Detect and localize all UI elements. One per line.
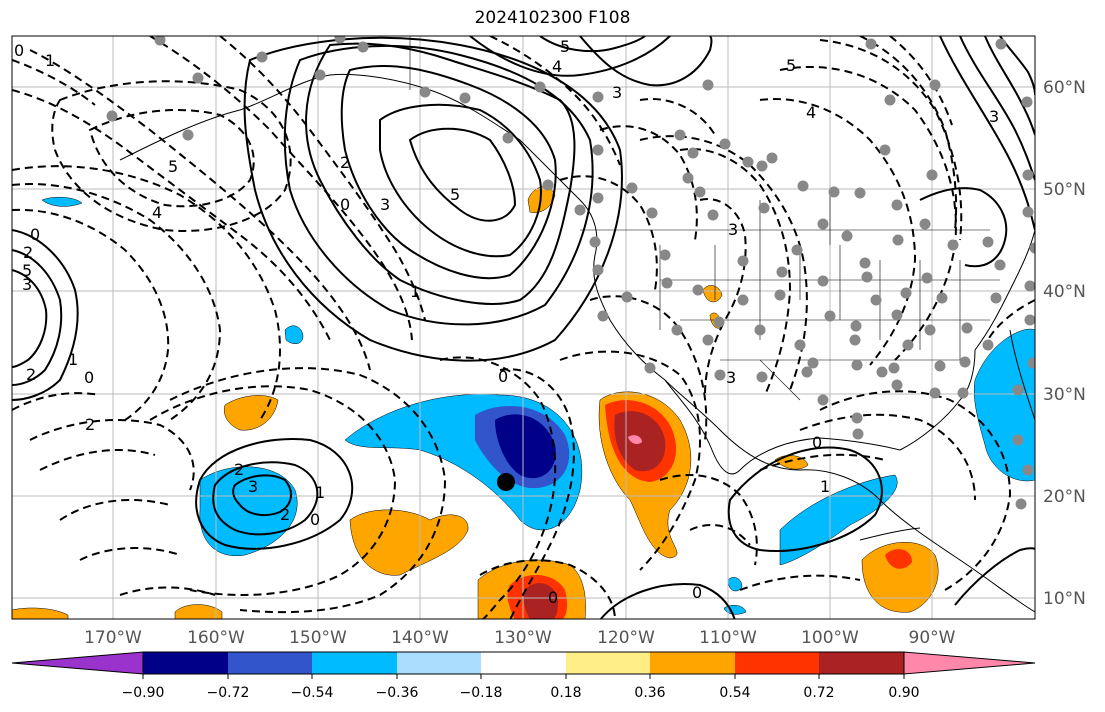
contour-label: 4 <box>152 203 162 222</box>
contour-label: 4 <box>806 103 816 122</box>
storm-center-marker <box>497 473 515 491</box>
colorbar-tick-label: 0.90 <box>888 685 919 701</box>
contour-label: 5 <box>168 157 178 176</box>
longitude-label: 150°W <box>289 628 347 648</box>
colorbar-tick-label: −0.72 <box>207 685 250 701</box>
colorbar-tick-label: −0.36 <box>376 685 419 701</box>
colorbar-tick-label: 0.54 <box>719 685 750 701</box>
contour-label: 0 <box>30 225 40 244</box>
latitude-label: 50°N <box>1043 180 1086 200</box>
longitude-label: 90°W <box>909 628 956 648</box>
colorbar-swatch <box>397 652 482 674</box>
longitude-axis: 170°W 160°W 150°W 140°W 130°W 120°W 110°… <box>84 628 956 648</box>
contour-label: 5 <box>22 261 32 280</box>
colorbar-swatch <box>481 652 566 674</box>
latitude-label: 20°N <box>1043 487 1086 507</box>
positive-anomaly-sw-corner <box>12 607 69 619</box>
station-markers <box>106 36 1035 510</box>
colorbar-swatch <box>735 652 820 674</box>
positive-contours <box>12 36 1035 619</box>
contour-label: 0 <box>84 368 94 387</box>
contour-label: 3 <box>989 107 999 126</box>
negative-anomaly-small-2 <box>41 196 83 207</box>
contour-label: 1 <box>45 51 55 70</box>
contour-label: 2 <box>340 153 350 172</box>
colorbar-frame <box>142 651 905 675</box>
contour-label: 3 <box>248 477 258 496</box>
contour-label: 1 <box>410 282 420 301</box>
colorbar-swatch <box>650 652 735 674</box>
contour-label: 5 <box>560 37 570 56</box>
contour-label: 3 <box>728 220 738 239</box>
longitude-label: 110°W <box>699 628 757 648</box>
contour-label: 2 <box>234 460 244 479</box>
colorbar-swatch <box>566 652 651 674</box>
contour-label: 1 <box>315 483 325 502</box>
colorbar-tick-label: 0.18 <box>550 685 581 701</box>
contour-label: 0 <box>548 588 558 607</box>
positive-anomaly-baja-peak <box>628 435 642 445</box>
colorbar-tick-label: 0.36 <box>634 685 665 701</box>
colorbar-swatch <box>228 652 313 674</box>
colorbar-swatch <box>819 652 904 674</box>
positive-anomaly-central <box>349 509 469 576</box>
contour-label: 3 <box>22 275 32 294</box>
longitude-label: 170°W <box>84 628 142 648</box>
contour-label: 0 <box>310 510 320 529</box>
map-frame <box>11 35 1036 620</box>
contour-label: 2 <box>280 505 290 524</box>
latitude-label: 30°N <box>1043 385 1086 405</box>
contour-label: 3 <box>726 368 736 387</box>
positive-anomaly-south-peak <box>523 583 558 619</box>
contour-label: 4 <box>552 57 562 76</box>
contour-label-group: 0 1 5 4 5 3 3 2 0 5 4 3 2 0 1 0 5 3 2 2 … <box>14 37 999 607</box>
contour-label: 1 <box>68 350 78 369</box>
contour-label: 3 <box>612 83 622 102</box>
longitude-label: 160°W <box>187 628 245 648</box>
contour-label: 0 <box>498 367 508 386</box>
colorbar-tick-label: −0.90 <box>122 685 165 701</box>
colorbar-extend-high <box>903 651 1036 675</box>
colorbar-tick-label: 0.72 <box>803 685 834 701</box>
colorbar-extend-low <box>11 651 144 675</box>
contour-label: 1 <box>820 477 830 496</box>
longitude-label: 120°W <box>597 628 655 648</box>
colorbar-ticks <box>142 674 905 679</box>
positive-anomaly-west <box>224 395 279 431</box>
colorbar-tick-label: −0.54 <box>291 685 334 701</box>
contour-label: 0 <box>14 41 24 60</box>
contour-label: 5 <box>786 56 796 75</box>
positive-anomaly-central-america-core <box>885 549 912 569</box>
longitude-label: 100°W <box>801 628 859 648</box>
colorbar-swatch <box>143 652 228 674</box>
negative-anomaly-small-1 <box>284 325 304 344</box>
contour-label: 5 <box>450 185 460 204</box>
positive-anomaly-central-america <box>861 542 939 613</box>
contour-label: 0 <box>692 583 702 602</box>
contour-label: 2 <box>23 243 33 262</box>
colorbar-swatch <box>312 652 397 674</box>
contour-label: 3 <box>380 195 390 214</box>
longitude-label: 140°W <box>391 628 449 648</box>
map-title: 2024102300 F108 <box>474 8 631 28</box>
contour-label: 2 <box>26 365 36 384</box>
contour-label: 0 <box>812 433 822 452</box>
political-borders <box>409 36 1000 401</box>
colorbar-tick-label: −0.18 <box>460 685 503 701</box>
contour-label: 0 <box>340 195 350 214</box>
colorbar: −0.90 −0.72 −0.54 −0.36 −0.18 0.18 0.36 … <box>11 651 1036 701</box>
longitude-label: 130°W <box>494 628 552 648</box>
contour-label: 2 <box>85 415 95 434</box>
latitude-label: 60°N <box>1043 78 1086 98</box>
latitude-label: 10°N <box>1043 589 1086 609</box>
negative-anomaly-core <box>495 414 556 479</box>
latitude-axis: 60°N 50°N 40°N 30°N 20°N 10°N <box>1043 78 1086 609</box>
latitude-label: 40°N <box>1043 282 1086 302</box>
